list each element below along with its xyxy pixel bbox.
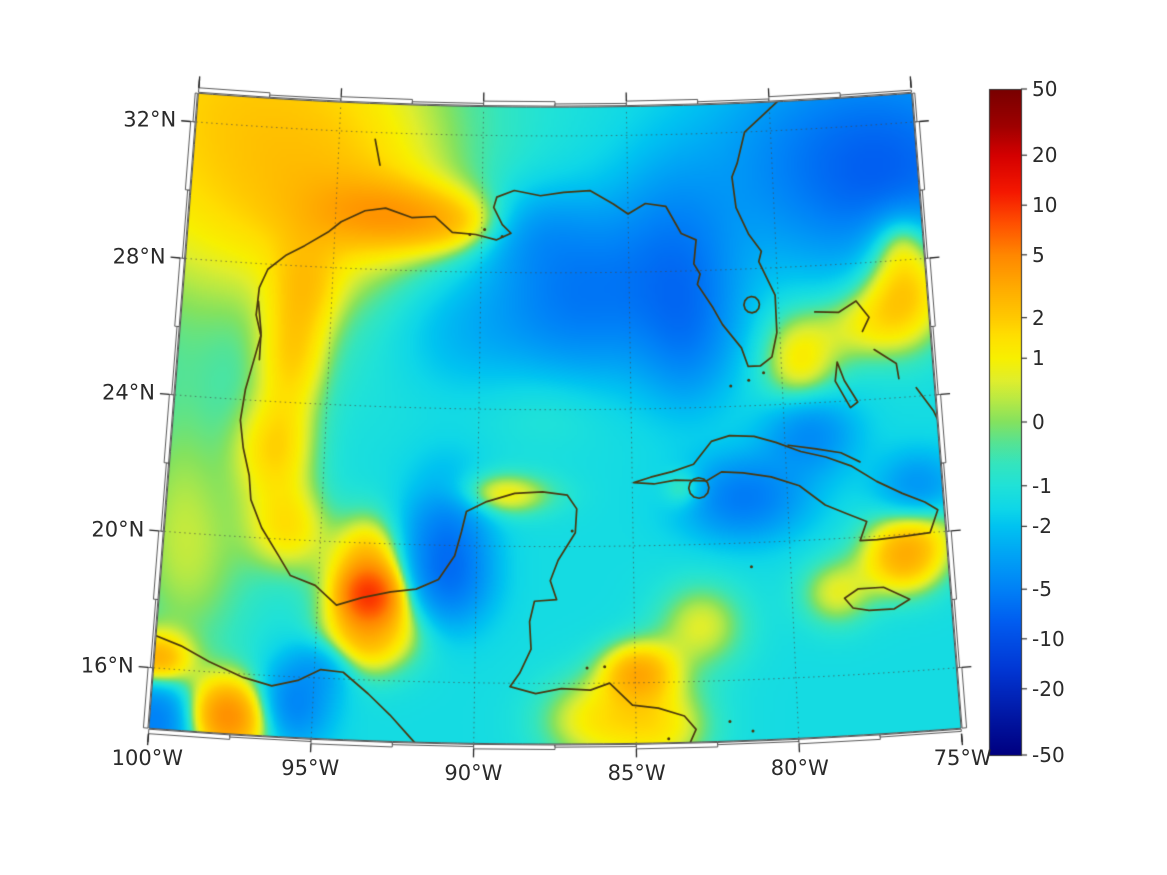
lat-tick-label: 24°N [102,380,155,405]
lat-tick-label: 28°N [112,244,166,269]
colorbar-tick-label: 10 [1032,193,1058,218]
colorbar-tick-label: 5 [1032,242,1045,267]
colorbar-tick-label: 0 [1032,410,1045,434]
colorbar-tick-label: -1 [1032,473,1052,498]
lat-tick-label: 16°N [80,653,134,678]
colorbar-tick-label: 2 [1032,305,1045,330]
colorbar-tick-label: -10 [1032,626,1065,651]
lon-tick-label: 95°W [281,756,340,781]
colorbar-tick-label: 50 [1032,77,1058,101]
colorbar-tick-label: -20 [1032,676,1065,701]
colorbar-tick-label: -50 [1032,743,1065,767]
lon-tick-label: 85°W [607,761,666,786]
lat-tick-label: 32°N [123,107,177,132]
lon-tick-label: 100°W [111,746,184,771]
colorbar-tick-label: 1 [1032,346,1045,371]
colorbar-tick-label: 20 [1032,143,1058,168]
lon-tick-label: 90°W [444,761,503,786]
lon-tick-label: 80°W [770,756,829,781]
colorbar-tick-label: -5 [1032,577,1052,602]
colorbar-tick-label: -2 [1032,514,1052,539]
lat-tick-label: 20°N [91,517,145,542]
lon-tick-label: 75°W [933,746,992,771]
